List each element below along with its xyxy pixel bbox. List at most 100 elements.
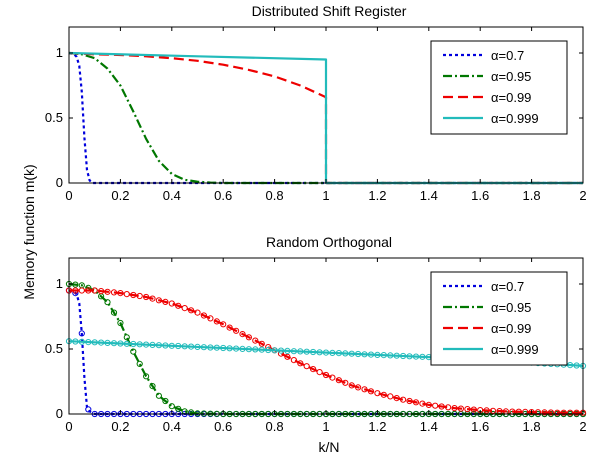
data-point <box>207 344 214 351</box>
series-line-2 <box>68 282 583 416</box>
data-point <box>470 406 477 413</box>
legend-label: α=0.99 <box>491 321 531 336</box>
data-point <box>194 410 201 417</box>
y-tick-label: 0.5 <box>45 341 63 356</box>
data-point <box>387 352 394 359</box>
x-tick-label: 1 <box>322 419 329 434</box>
data-point <box>91 287 98 294</box>
data-point <box>72 287 79 294</box>
data-point <box>419 400 426 407</box>
y-axis-label: Memory function m(k) <box>21 164 37 299</box>
data-point <box>457 405 464 412</box>
data-point <box>91 339 98 346</box>
data-point <box>226 324 233 331</box>
legend-label: α=0.999 <box>491 342 539 357</box>
data-point <box>335 377 342 384</box>
data-point <box>200 344 207 351</box>
data-point <box>104 299 111 306</box>
data-point <box>136 360 143 367</box>
legend: α=0.7 α=0.95 α=0.99 α=0.999 <box>430 40 568 135</box>
series-markers-3 <box>65 287 587 416</box>
data-point <box>297 360 304 367</box>
data-point <box>155 342 162 349</box>
x-tick-label: 0.6 <box>214 419 232 434</box>
data-point <box>541 409 548 416</box>
data-point <box>181 343 188 350</box>
data-point <box>136 292 143 300</box>
data-point <box>188 343 195 350</box>
data-point <box>547 409 555 416</box>
data-point <box>175 405 182 412</box>
data-point <box>143 373 150 380</box>
data-point <box>85 339 92 346</box>
data-point <box>143 293 150 301</box>
data-point <box>342 379 349 386</box>
legend-label: α=0.7 <box>491 48 524 63</box>
x-tick-label: 0.2 <box>111 188 129 203</box>
x-axis-label: k/N <box>319 439 340 455</box>
data-point <box>387 393 394 400</box>
data-point <box>412 353 420 360</box>
data-point <box>567 409 574 416</box>
data-point <box>207 315 214 322</box>
data-point <box>149 383 156 390</box>
data-point <box>284 353 291 360</box>
data-point <box>194 309 201 316</box>
data-point <box>162 397 169 405</box>
data-point <box>432 402 439 409</box>
data-point <box>233 327 240 334</box>
data-point <box>117 340 124 347</box>
x-tick-label: 1.4 <box>420 419 438 434</box>
x-tick-label: 2 <box>579 188 586 203</box>
x-tick-label: 1.8 <box>523 419 541 434</box>
x-tick-label: 1.2 <box>368 419 386 434</box>
data-point <box>123 291 130 298</box>
data-point <box>175 302 182 309</box>
legend-label: α=0.95 <box>491 69 531 84</box>
data-point <box>367 388 375 395</box>
panel-random-orthogonal: Random Orthogonal 0 0.2 0.4 0.6 0.8 1 1.2 1.4 1.… <box>45 234 587 434</box>
data-point <box>400 352 407 360</box>
data-point <box>528 409 535 416</box>
data-point <box>534 409 542 416</box>
data-point <box>258 340 265 347</box>
data-point <box>110 309 118 316</box>
data-point <box>310 348 317 356</box>
data-point <box>168 403 175 410</box>
y-tick-label: 1 <box>56 45 63 60</box>
data-point <box>213 344 220 351</box>
data-point <box>175 342 182 350</box>
series-line-1 <box>68 51 583 185</box>
data-point <box>85 287 92 294</box>
data-point <box>72 281 79 288</box>
series-line-2 <box>68 51 583 185</box>
data-point <box>136 341 143 348</box>
data-point <box>342 350 349 357</box>
data-point <box>560 409 567 416</box>
data-point <box>271 347 278 354</box>
x-tick-label: 0 <box>65 419 72 434</box>
data-point <box>252 346 259 353</box>
data-point <box>464 406 471 413</box>
data-point <box>438 403 445 410</box>
data-point <box>226 345 233 352</box>
data-point <box>123 334 130 341</box>
data-point <box>245 346 252 353</box>
x-tick-label: 0.8 <box>266 188 284 203</box>
data-point <box>149 341 156 348</box>
data-point <box>245 334 252 341</box>
data-point <box>451 405 458 412</box>
data-point <box>239 345 246 352</box>
data-point <box>110 340 118 347</box>
data-point <box>265 346 272 354</box>
data-point <box>252 337 259 344</box>
data-point <box>380 391 387 398</box>
x-tick-label: 2 <box>579 419 586 434</box>
data-point <box>149 295 156 302</box>
data-point <box>374 390 381 397</box>
x-tick-label: 0.4 <box>163 419 181 434</box>
data-point <box>412 399 420 406</box>
data-point <box>393 395 400 402</box>
data-point <box>130 340 137 348</box>
x-tick-label: 0.8 <box>266 419 284 434</box>
